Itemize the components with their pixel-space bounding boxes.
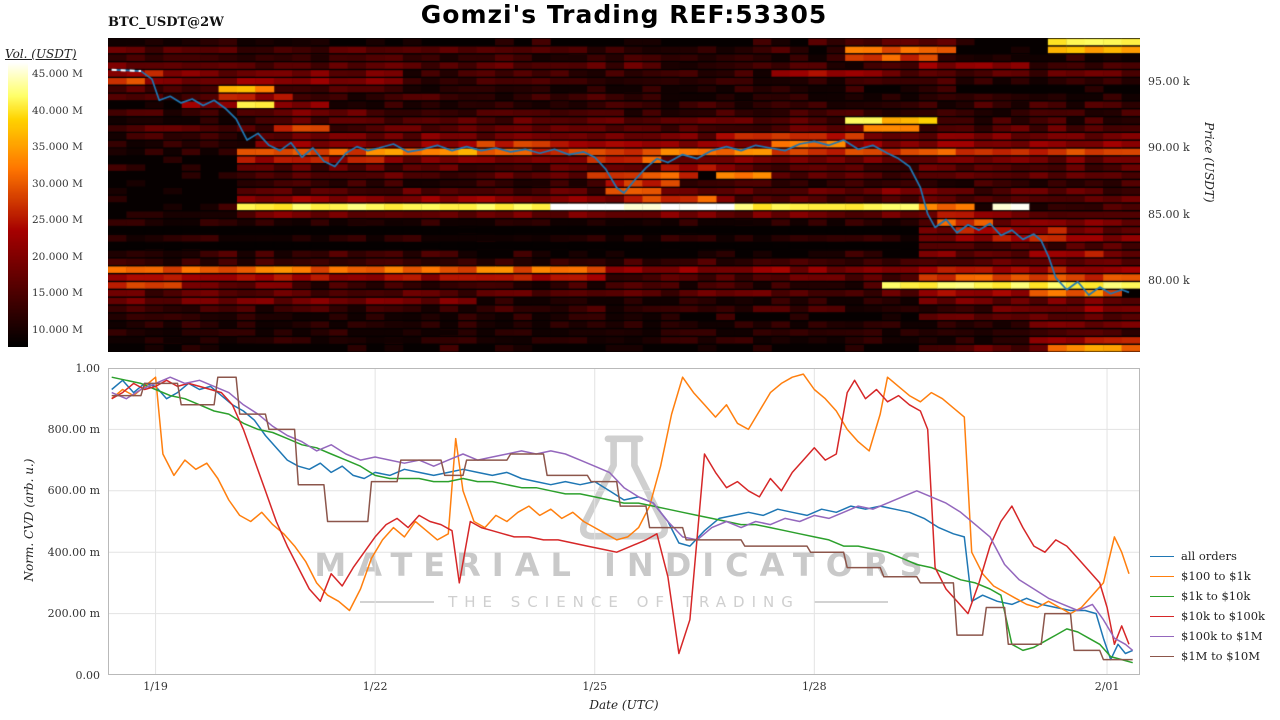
cvd-y-tick: 400.00 m xyxy=(47,545,100,559)
legend-line-swatch xyxy=(1150,635,1174,637)
colorbar-tick: 25.000 M xyxy=(32,214,83,227)
legend-item: $100k to $1M xyxy=(1150,629,1265,643)
cvd-x-tick: 1/22 xyxy=(362,680,388,693)
price-axis-label: Price (USDT) xyxy=(1202,122,1216,203)
colorbar-tick: 30.000 M xyxy=(32,177,83,190)
cvd-series--100k-to-1m xyxy=(111,376,1134,651)
colorbar-tick: 45.000 M xyxy=(32,68,83,80)
price-tick: 85.00 k xyxy=(1148,207,1190,221)
cvd-y-tick: 0.00 xyxy=(75,668,101,682)
colorbar-tick: 10.000 M xyxy=(32,324,83,336)
legend-line-swatch xyxy=(1150,575,1174,577)
legend-label: $1k to $10k xyxy=(1181,589,1251,603)
symbol-label: BTC_USDT@2W xyxy=(108,15,224,30)
colorbar-tick: 15.000 M xyxy=(32,287,83,300)
legend-label: $100k to $1M xyxy=(1181,629,1263,643)
volume-colorbar xyxy=(8,62,28,347)
colorbar-tick: 40.000 M xyxy=(32,104,83,117)
cvd-x-tick: 1/28 xyxy=(801,680,827,693)
colorbar-tick: 35.000 M xyxy=(32,141,83,154)
cvd-y-tick: 1.00 xyxy=(75,361,101,375)
legend-line-swatch xyxy=(1150,655,1174,657)
cvd-series--10k-to-100k xyxy=(111,379,1130,655)
cvd-y-axis-label: Norm. CVD (arb. u.) xyxy=(22,458,36,582)
plot-border xyxy=(108,368,1140,675)
legend-label: $10k to $100k xyxy=(1181,609,1266,623)
cvd-x-tick: 1/25 xyxy=(582,680,608,693)
legend-label: all orders xyxy=(1181,549,1237,563)
legend-item: $1k to $10k xyxy=(1150,589,1265,603)
legend-item: $1M to $10M xyxy=(1150,649,1265,663)
legend-item: $10k to $100k xyxy=(1150,609,1265,623)
cvd-line-chart xyxy=(108,368,1140,675)
legend-line-swatch xyxy=(1150,615,1174,617)
cvd-x-tick: 1/19 xyxy=(143,680,168,693)
cvd-series-all-orders xyxy=(111,379,1133,661)
cvd-x-tick: 2/01 xyxy=(1094,680,1120,693)
x-axis-label: Date (UTC) xyxy=(589,698,659,712)
legend-label: $1M to $10M xyxy=(1181,649,1260,663)
volume-heatmap-chart xyxy=(108,38,1140,352)
cvd-y-tick: 800.00 m xyxy=(47,422,100,436)
legend-line-swatch xyxy=(1150,595,1174,597)
legend-item: all orders xyxy=(1150,549,1265,563)
page-title: Gomzi's Trading REF:53305 xyxy=(420,0,828,29)
legend-label: $100 to $1k xyxy=(1181,569,1251,583)
colorbar-title: Vol. (USDT) xyxy=(5,47,77,61)
price-tick: 90.00 k xyxy=(1148,141,1190,155)
cvd-y-tick: 200.00 m xyxy=(47,607,100,621)
cvd-series--100-to-1k xyxy=(111,373,1130,615)
legend-line-swatch xyxy=(1150,555,1174,557)
cvd-y-tick: 600.00 m xyxy=(47,484,100,498)
price-tick: 95.00 k xyxy=(1148,75,1190,89)
price-tick: 80.00 k xyxy=(1148,273,1190,287)
colorbar-tick: 20.000 M xyxy=(32,250,83,263)
legend-item: $100 to $1k xyxy=(1150,569,1265,583)
legend: all orders $100 to $1k $1k to $10k $10k to … xyxy=(1150,549,1265,663)
